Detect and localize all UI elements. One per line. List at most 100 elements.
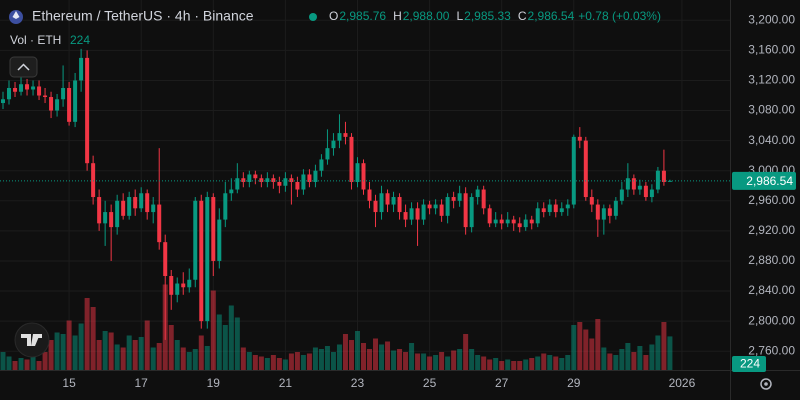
- candle-body: [427, 204, 432, 209]
- volume-bar: [391, 350, 397, 370]
- legend-value: 2,986.54: [528, 9, 575, 23]
- y-tick-label: 2,920.00: [748, 223, 795, 237]
- settings-icon[interactable]: [760, 378, 772, 390]
- volume-bar: [138, 337, 144, 370]
- volume-bar: [619, 349, 625, 370]
- candle-body: [199, 200, 204, 322]
- y-tick-label: 2,840.00: [748, 283, 795, 297]
- candle-body: [619, 189, 624, 201]
- volume-bar: [565, 355, 571, 370]
- volume-bar: [571, 325, 577, 370]
- volume-bar: [132, 340, 138, 370]
- candle-body: [175, 283, 180, 295]
- candle-body: [451, 197, 456, 201]
- y-tick-label: 2,880.00: [748, 253, 795, 267]
- candle-body: [283, 178, 288, 186]
- volume-bar: [421, 353, 427, 370]
- candle-body: [217, 219, 222, 261]
- volume-bar: [312, 347, 318, 370]
- candle-body: [415, 208, 420, 220]
- candle-body: [571, 136, 576, 205]
- candle-body: [67, 87, 72, 122]
- volume-bar: [348, 340, 354, 370]
- volume-bar: [439, 352, 445, 370]
- volume-bar: [547, 355, 553, 370]
- volume-bar: [637, 346, 643, 370]
- candle-body: [265, 178, 270, 182]
- volume-bar: [216, 314, 222, 370]
- volume-bar: [12, 361, 18, 370]
- volume-bar: [583, 329, 589, 370]
- volume-bar: [96, 340, 102, 370]
- volume-bar: [457, 349, 463, 370]
- volume-bar: [300, 355, 306, 370]
- candle-body: [253, 174, 258, 179]
- candle-body: [37, 86, 42, 96]
- volume-title: Vol · ETH: [10, 33, 61, 47]
- volume-bar: [415, 353, 421, 370]
- volume-bar: [192, 349, 198, 370]
- volume-bar: [84, 298, 90, 370]
- settings-icon-center: [764, 382, 768, 386]
- candle-body: [91, 163, 96, 198]
- candle-body: [577, 136, 582, 141]
- volume-bar: [264, 358, 270, 370]
- volume-bar: [54, 332, 60, 370]
- volume-value: 224: [70, 33, 90, 47]
- volume-bar: [505, 359, 511, 370]
- candle-body: [25, 84, 30, 90]
- x-tick-label: 19: [207, 376, 221, 390]
- status-dot: [309, 13, 317, 21]
- candle-body: [151, 204, 156, 213]
- volume-bar: [631, 352, 637, 370]
- volume-bar: [18, 358, 24, 370]
- candle-body: [595, 204, 600, 220]
- candle-body: [1, 99, 6, 104]
- volume-bar: [517, 361, 523, 370]
- volume-bar: [493, 358, 499, 370]
- volume-bar: [559, 358, 565, 370]
- volume-bar: [90, 307, 96, 370]
- candle-body: [349, 136, 354, 182]
- volume-bar: [367, 349, 373, 370]
- collapse-button[interactable]: [9, 56, 38, 78]
- logo-glyph: [21, 334, 42, 346]
- candle-body: [559, 208, 564, 213]
- volume-bar: [270, 355, 276, 370]
- volume-layer: [0, 284, 673, 370]
- candle-body: [649, 189, 654, 198]
- candle-body: [421, 204, 426, 220]
- candle-body: [85, 57, 90, 164]
- y-tick-label: 2,760.00: [748, 343, 795, 357]
- legend-value: 2,985.76: [339, 9, 386, 23]
- volume-bar: [120, 347, 126, 370]
- legend-value: 2,988.00: [403, 9, 450, 23]
- candle-body: [181, 283, 186, 288]
- volume-bar: [553, 356, 559, 370]
- volume-bar: [48, 340, 54, 370]
- volume-bar: [451, 350, 457, 370]
- x-tick-label: 17: [135, 376, 149, 390]
- x-tick-label: 29: [567, 376, 581, 390]
- candle-body: [211, 197, 216, 261]
- candle-body: [121, 200, 126, 216]
- candle-body: [109, 212, 114, 228]
- volume-bar: [523, 359, 529, 370]
- volume-bar: [360, 343, 366, 370]
- chart-title: Ethereum / TetherUS · 4h · Binance: [32, 8, 254, 24]
- volume-bar: [373, 338, 379, 370]
- volume-bar: [643, 355, 649, 370]
- candle-body: [499, 219, 504, 224]
- volume-tag: [732, 356, 766, 372]
- volume-bar: [42, 352, 48, 370]
- candle-body: [31, 86, 36, 90]
- volume-bar: [577, 322, 583, 370]
- volume-bar: [511, 361, 517, 370]
- candle-body: [403, 212, 408, 220]
- volume-bar: [379, 344, 385, 370]
- y-tick-label: 3,160.00: [748, 43, 795, 57]
- candle-body: [397, 197, 402, 213]
- volume-bar: [6, 356, 12, 370]
- volume-bar: [198, 335, 204, 370]
